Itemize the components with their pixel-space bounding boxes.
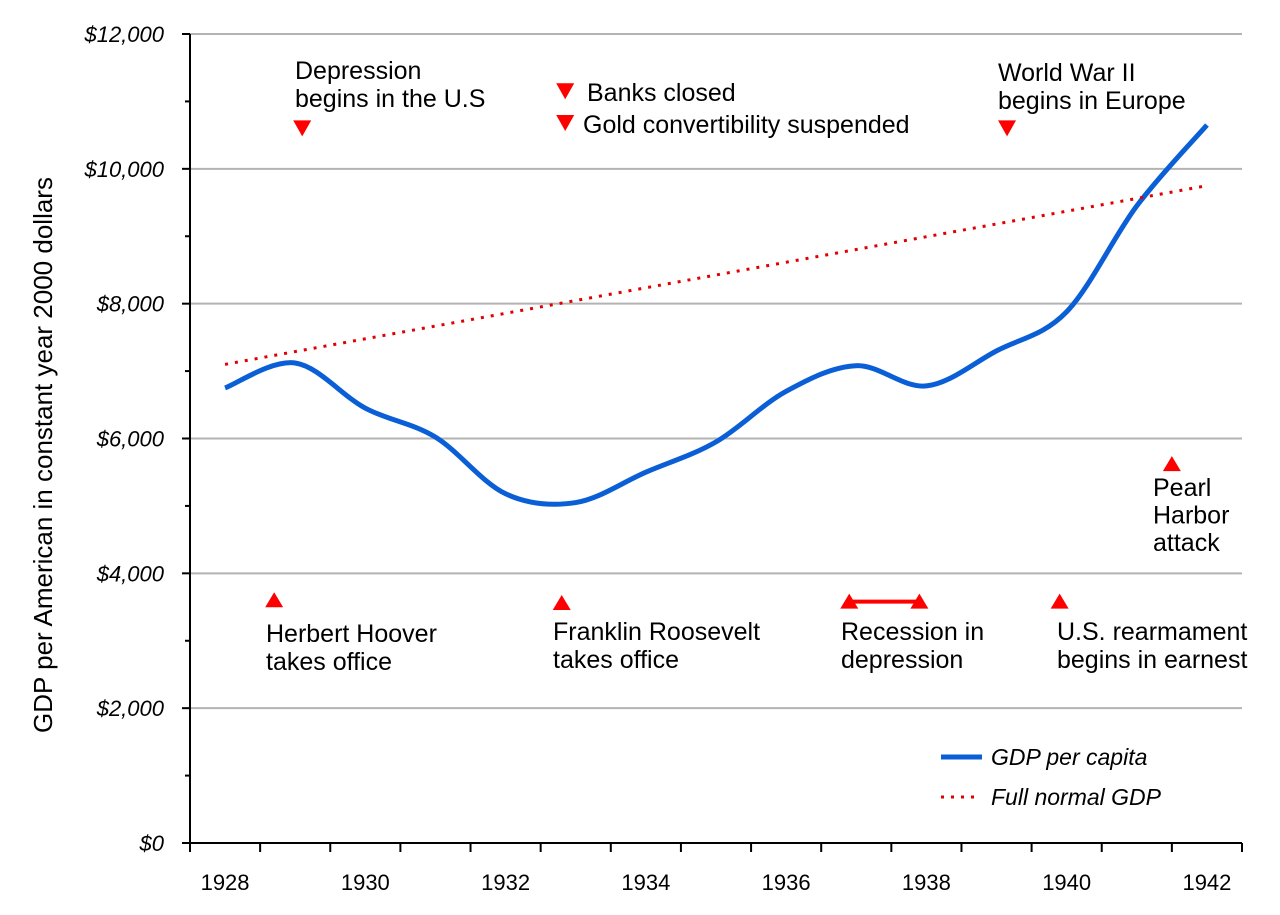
y-tick-label: $4,000	[96, 561, 165, 586]
series-layer	[224, 123, 1209, 507]
y-tick-label: $10,000	[83, 157, 164, 182]
x-tick-label: 1928	[201, 870, 250, 895]
annotation-text: Pearl	[1153, 474, 1211, 502]
annotation-text: Depression	[295, 57, 421, 85]
annotation-text: takes office	[266, 648, 392, 676]
annotation-text: Banks closed	[587, 79, 736, 107]
annotation-text: Recession in	[841, 618, 984, 646]
y-ticks: $0 $2,000 $4,000 $6,000 $8,000 $10,000 $12,000	[83, 22, 190, 856]
legend-label: GDP per capita	[991, 744, 1147, 770]
legend-label: Full normal GDP	[991, 784, 1162, 810]
y-axis-label: GDP per American in constant year 2000 d…	[28, 177, 58, 733]
marker-down	[556, 83, 575, 100]
annotation-text: depression	[841, 646, 963, 674]
annotation-text: World War II	[998, 59, 1136, 87]
annotation-text: begins in Europe	[998, 87, 1186, 115]
marker-up	[1162, 456, 1181, 472]
x-tick-label: 1930	[341, 870, 390, 895]
x-tick-label: 1940	[1042, 870, 1091, 895]
annotation: Gold convertibility suspended	[556, 111, 910, 139]
x-tick-label: 1938	[902, 870, 951, 895]
x-tick-label: 1934	[621, 870, 670, 895]
marker-up	[552, 594, 571, 610]
x-tick-label: 1932	[481, 870, 530, 895]
series-line-gdp-per-capita	[224, 123, 1209, 507]
x-tick-label: 1942	[1182, 870, 1231, 895]
annotation-text: Herbert Hoover	[266, 620, 437, 648]
annotation-text: attack	[1153, 529, 1220, 557]
marker-up	[910, 593, 929, 609]
annotation-text: begins in the U.S	[295, 85, 485, 113]
gridlines	[190, 33, 1242, 710]
annotation-text: Franklin Roosevelt	[553, 618, 760, 646]
legend: GDP per capita Full normal GDP	[941, 744, 1162, 810]
marker-up	[1050, 593, 1069, 609]
legend-entry: Full normal GDP	[941, 784, 1162, 810]
y-tick-label: $8,000	[96, 292, 165, 317]
y-tick-label: $2,000	[96, 696, 165, 721]
y-tick-label: $0	[139, 831, 165, 856]
marker-down	[293, 120, 312, 137]
y-tick-label: $6,000	[96, 427, 165, 452]
marker-up	[840, 593, 859, 609]
annotation-text: begins in earnest	[1057, 646, 1247, 674]
annotation-text: takes office	[553, 646, 679, 674]
annotation-text: Harbor	[1153, 502, 1229, 530]
x-tick-label: 1936	[762, 870, 811, 895]
y-tick-label: $12,000	[83, 22, 164, 47]
legend-entry: GDP per capita	[941, 744, 1147, 770]
marker-down	[556, 114, 575, 131]
annotation-text: U.S. rearmament	[1057, 618, 1247, 646]
marker-up	[265, 592, 284, 608]
series-line-full-normal-gdp	[224, 184, 1208, 366]
annotation-text: Gold convertibility suspended	[583, 111, 910, 139]
annotation: Banks closed	[556, 79, 736, 107]
x-ticks: 1928 1930 1932 1934 1936 1938 1940 1942	[189, 843, 1243, 895]
marker-down	[998, 120, 1017, 137]
